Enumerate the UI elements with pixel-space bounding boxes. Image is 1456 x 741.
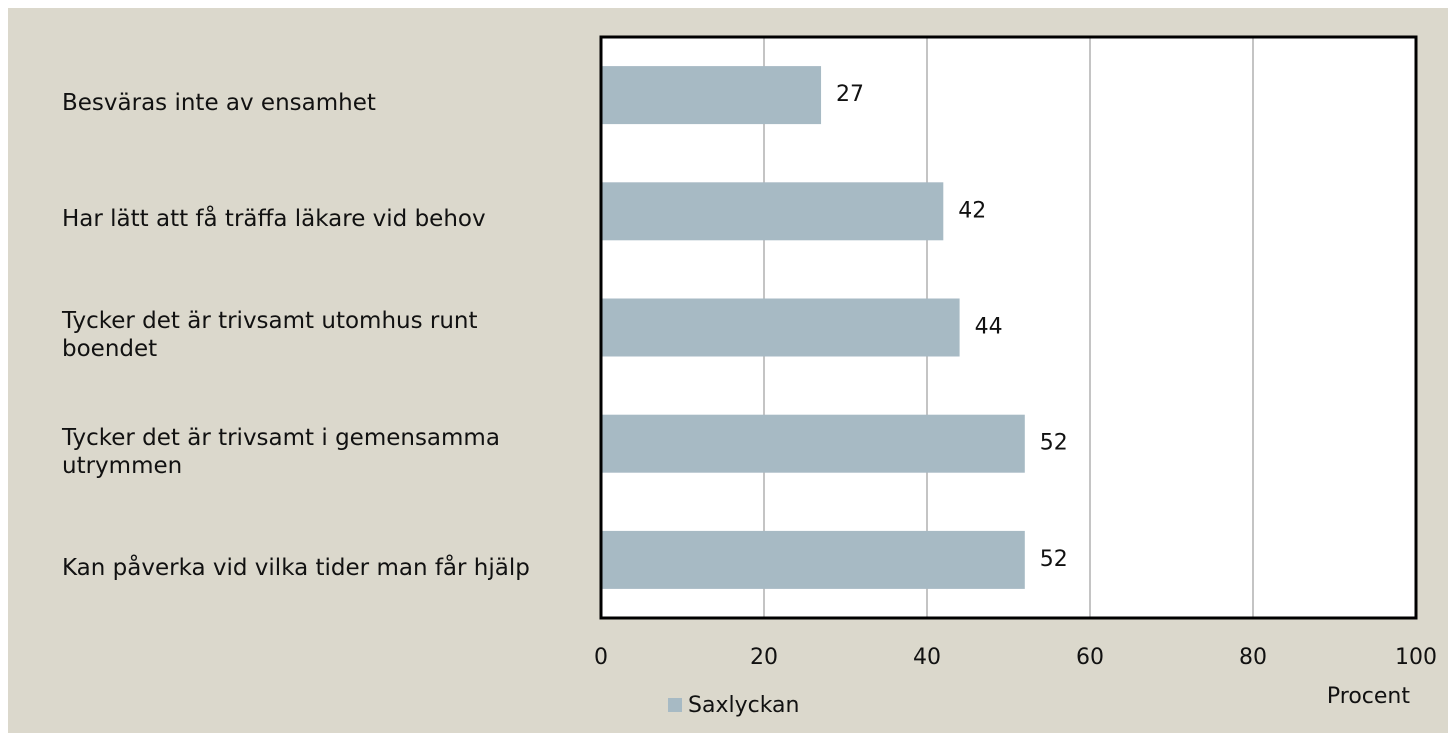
- legend-swatch: [668, 698, 682, 712]
- x-tick-label: 20: [750, 645, 778, 670]
- data-label: 52: [1040, 431, 1068, 456]
- data-label: 52: [1040, 547, 1068, 572]
- bar: [601, 414, 1025, 473]
- bar: [601, 298, 960, 357]
- bar: [601, 66, 822, 125]
- bar: [601, 182, 944, 241]
- x-tick-label: 60: [1076, 645, 1104, 670]
- y-tick-label: Tycker det är trivsamt utomhus runt boen…: [62, 308, 478, 363]
- x-tick-label: 80: [1239, 645, 1267, 670]
- bar: [601, 530, 1025, 589]
- data-label: 44: [975, 315, 1003, 340]
- x-tick-label: 40: [913, 645, 941, 670]
- y-tick-label: Besväras inte av ensamhet: [62, 90, 376, 117]
- legend-label: Saxlyckan: [688, 693, 799, 718]
- x-axis-label: Procent: [1327, 684, 1410, 709]
- y-tick-label: Har lätt att få träffa läkare vid behov: [62, 206, 486, 233]
- data-label: 27: [836, 82, 864, 107]
- data-label: 42: [958, 198, 986, 223]
- y-tick-label: Kan påverka vid vilka tider man får hjäl…: [62, 554, 530, 581]
- y-tick-label: Tycker det är trivsamt i gemensamma utry…: [62, 424, 500, 479]
- x-tick-label: 0: [594, 645, 608, 670]
- plot-border: [599, 35, 1418, 620]
- x-tick-label: 100: [1395, 645, 1437, 670]
